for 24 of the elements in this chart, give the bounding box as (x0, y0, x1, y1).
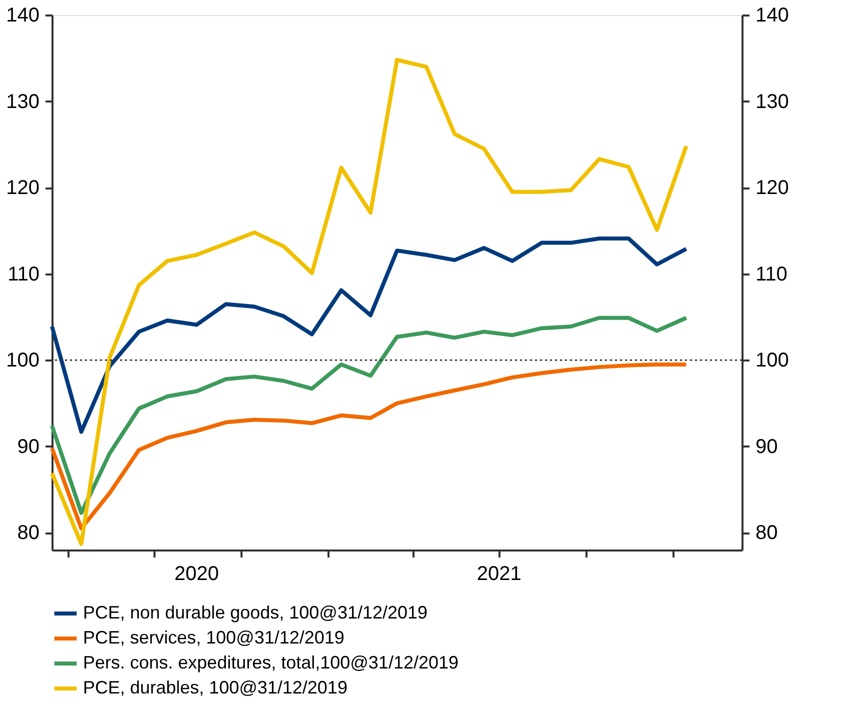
y-tick-label: 130 (6, 90, 40, 113)
x-tick-label: 2021 (476, 563, 522, 585)
y2-tick-label: 90 (756, 436, 778, 458)
y-tick-label: 100 (6, 350, 40, 372)
y2-tick-label: 80 (756, 522, 778, 544)
line-series (50, 316, 688, 515)
y2-tick-label: 140 (756, 4, 789, 26)
x-tick-label: 2020 (174, 563, 219, 585)
y-tick-label: 120 (6, 177, 40, 200)
line-series (50, 58, 688, 546)
y2-tick-label: 100 (756, 350, 789, 372)
y-tick-label: 140 (6, 4, 40, 26)
y2-tick-label: 130 (756, 90, 789, 113)
y-tick-label: 90 (17, 436, 40, 458)
y-tick-label: 110 (8, 263, 40, 286)
legend-label: Pers. cons. expeditures, total,100@31/12/2019 (83, 652, 459, 672)
y2-tick-label: 110 (756, 263, 788, 286)
y2-tick-label: 120 (756, 177, 789, 200)
legend-label: PCE, durables, 100@31/12/2019 (83, 678, 348, 698)
legend-label: PCE, services, 100@31/12/2019 (83, 628, 344, 648)
line-series (50, 362, 688, 530)
legend-label: PCE, non durable goods, 100@31/12/2019 (83, 602, 428, 622)
line-series (50, 236, 688, 434)
y-tick-label: 80 (17, 522, 40, 544)
